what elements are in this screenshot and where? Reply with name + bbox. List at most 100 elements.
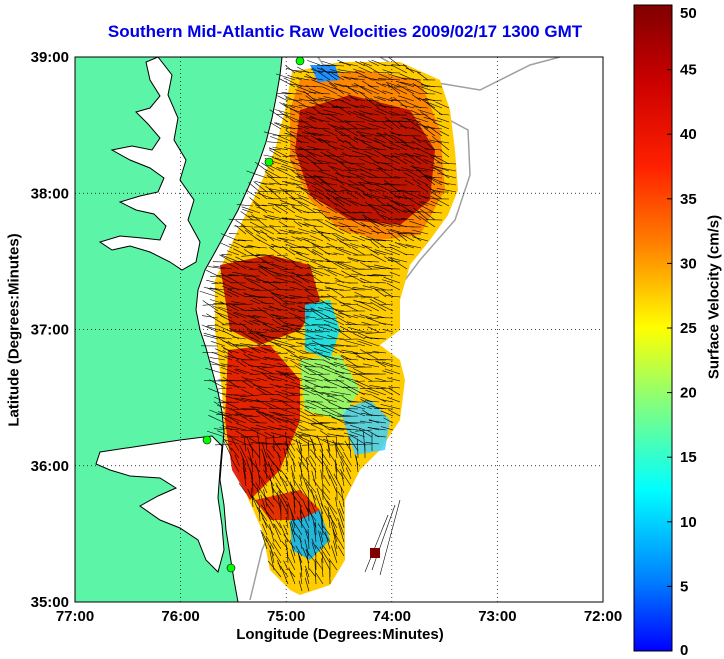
velocity-arrow (334, 202, 352, 214)
velocity-arrow (389, 246, 408, 256)
velocity-region (225, 345, 300, 500)
velocity-arrow (311, 270, 324, 277)
velocity-arrow (381, 194, 394, 200)
velocity-arrow (397, 84, 415, 95)
velocity-arrow (242, 209, 254, 214)
velocity-arrow (241, 254, 261, 257)
velocity-arrow (350, 424, 366, 431)
velocity-arrow (413, 106, 429, 109)
velocity-arrow (354, 300, 373, 305)
velocity-arrow (262, 523, 268, 536)
velocity-arrow (249, 406, 268, 410)
velocity-arrow (261, 162, 275, 172)
velocity-arrow (376, 132, 394, 144)
velocity-arrow (437, 140, 450, 144)
velocity-arrow (289, 346, 303, 354)
velocity-arrow (423, 196, 436, 200)
velocity-arrow (281, 416, 303, 424)
velocity-arrow (382, 90, 394, 95)
velocity-arrow (362, 363, 380, 368)
velocity-arrow (292, 250, 310, 256)
velocity-arrow (333, 308, 352, 319)
velocity-arrow (301, 132, 324, 137)
velocity-arrow (373, 96, 387, 102)
velocity-arrow (296, 358, 317, 368)
velocity-arrow (358, 211, 373, 214)
velocity-arrow (386, 396, 401, 403)
velocity-arrow (237, 239, 254, 242)
velocity-arrow (298, 148, 317, 151)
velocity-arrow (345, 358, 359, 361)
velocity-arrow (358, 338, 380, 347)
velocity-arrow (340, 134, 352, 137)
velocity-arrow (386, 282, 401, 291)
velocity-arrow (289, 108, 310, 116)
velocity-arrow (374, 289, 387, 298)
velocity-arrow (324, 314, 345, 326)
velocity-arrow (337, 427, 359, 431)
velocity-arrow (269, 415, 289, 424)
velocity-arrow (335, 497, 338, 508)
velocity-arrow (269, 109, 289, 123)
velocity-arrow (390, 258, 408, 270)
velocity-arrow (332, 154, 352, 165)
velocity-arrow (270, 245, 289, 249)
velocity-arrow (252, 315, 268, 319)
velocity-arrow (267, 463, 275, 473)
velocity-arrow (274, 523, 282, 536)
velocity-arrow (268, 306, 289, 312)
velocity-arrow (234, 413, 254, 417)
velocity-arrow (256, 377, 268, 382)
velocity-arrow (340, 461, 345, 473)
velocity-arrow (424, 127, 436, 137)
velocity-arrow (437, 172, 457, 179)
velocity-arrow (338, 508, 345, 522)
velocity-arrow (301, 415, 317, 424)
velocity-arrow (282, 189, 303, 193)
velocity-arrow (281, 372, 303, 382)
velocity-arrow (376, 107, 394, 116)
velocity-arrow (352, 68, 366, 74)
velocity-arrow (261, 366, 275, 369)
velocity-arrow (384, 368, 401, 375)
velocity-arrow (421, 85, 443, 88)
velocity-arrow (320, 469, 324, 487)
velocity-arrow (368, 337, 387, 340)
velocity-arrow (296, 324, 317, 327)
velocity-arrow (364, 154, 380, 165)
velocity-arrow (232, 312, 247, 319)
velocity-arrow (329, 409, 345, 417)
velocity-arrow (323, 268, 338, 277)
velocity-arrow (323, 475, 331, 487)
velocity-arrow (341, 75, 352, 81)
velocity-arrow (353, 82, 373, 95)
velocity-arrow (380, 426, 394, 431)
velocity-arrow (278, 237, 296, 242)
velocity-arrow (274, 256, 289, 263)
velocity-arrow (266, 503, 275, 515)
velocity-arrow (382, 329, 394, 333)
velocity-arrow (333, 362, 352, 368)
velocity-arrow (265, 185, 275, 193)
velocity-arrow (345, 324, 366, 326)
velocity-arrow (274, 122, 289, 130)
velocity-arrow (351, 351, 366, 361)
velocity-arrow (346, 175, 359, 179)
velocity-arrow (393, 176, 408, 179)
velocity-arrow (296, 516, 310, 536)
velocity-arrow (384, 116, 401, 130)
velocity-arrow (288, 440, 296, 452)
velocity-arrow (309, 92, 331, 95)
velocity-arrow (331, 545, 338, 564)
velocity-arrow (243, 467, 247, 487)
velocity-arrow (298, 580, 303, 592)
velocity-arrow (242, 415, 261, 418)
velocity-arrow (224, 261, 240, 270)
velocity-arrow (256, 487, 261, 501)
velocity-arrow (267, 215, 289, 221)
velocity-arrow (251, 495, 261, 515)
velocity-arrow (353, 314, 366, 319)
velocity-arrow (340, 125, 359, 137)
velocity-arrow (312, 208, 331, 214)
velocity-arrow (320, 295, 338, 298)
